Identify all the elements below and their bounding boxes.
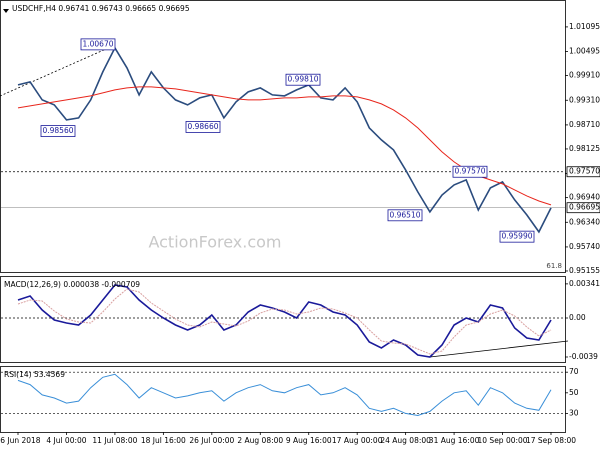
y-tick-label: 0.96940 [569,193,600,202]
annotation-box [499,230,535,243]
y-tick-label: 1.01095 [569,22,600,31]
panel-title: RSI(14) 53.4569 [4,370,65,379]
series-line [17,46,552,234]
y-tick-label: 0.98710 [569,120,600,129]
x-tick-label: 31 Aug 16:00 [429,436,480,445]
annotation-label: 0.99810 [287,75,318,84]
annotation-box [285,73,321,86]
x-tick-label: 24 Aug 08:00 [380,436,431,445]
annotation-label: 1.00670 [82,39,113,48]
panel-frame [0,366,566,433]
level-box [566,202,600,214]
annotation-label: 0.96510 [389,210,420,219]
panel-frame [0,276,566,363]
x-tick-label: 17 Sep 08:00 [526,436,576,445]
level-label: 0.96695 [569,203,600,212]
y-tick-label: 1.00495 [569,47,600,56]
panel-title: USDCHF,H4 0.96741 0.96743 0.96665 0.9669… [12,4,190,13]
x-tick-label: 2 Aug 08:00 [237,436,283,445]
series-line [17,288,552,355]
x-tick-label: 4 Jul 00:00 [46,436,86,445]
y-tick-label: 0.003412 [569,279,600,288]
watermark: ActionForex.com [148,233,281,252]
y-tick-label: 0.96340 [569,217,600,226]
level-label: 0.97570 [569,167,600,176]
annotation-box [452,165,488,178]
annotation-label: 0.97570 [454,167,485,176]
y-tick-label: 0.99910 [569,71,600,80]
level-box [566,166,600,178]
y-tick-label: 70 [569,367,579,376]
x-tick-label: 11 Jul 08:00 [92,436,137,445]
x-tick-label: 10 Sep 00:00 [478,436,528,445]
annotation-label: 0.95990 [501,232,532,241]
y-tick-label: -0.0039 [569,352,598,361]
x-tick-label: 26 Jun 2018 [0,436,41,445]
annotation-box [387,209,423,222]
annotation-box [80,38,116,51]
annotation-box [185,121,221,133]
series-line [17,284,552,358]
annotation-box [40,125,76,137]
y-tick-label: 0.99310 [569,95,600,104]
x-tick-label: 17 Aug 00:00 [332,436,383,445]
x-tick-label: 26 Jul 00:00 [189,436,234,445]
x-tick-label: 9 Aug 16:00 [286,436,332,445]
y-tick-label: 30 [569,408,579,417]
panel-frame [0,0,566,273]
menu-icon [3,9,9,13]
fib-label: 61.8 [546,262,562,270]
y-tick-label: 0.95740 [569,242,600,251]
annotation-label: 0.98560 [42,126,73,135]
panel-title: MACD(12,26,9) 0.000038 -0.000709 [4,280,140,289]
x-tick-label: 18 Jul 16:00 [141,436,186,445]
annotation-label: 0.98660 [187,122,218,131]
trend-line [0,44,116,97]
series-line [17,373,552,417]
y-tick-label: 0.95155 [569,266,600,275]
y-tick-label: 0.00 [569,313,586,322]
trend-line [429,340,569,358]
y-tick-label: 0.98125 [569,144,600,153]
y-tick-label: 50 [569,388,579,397]
